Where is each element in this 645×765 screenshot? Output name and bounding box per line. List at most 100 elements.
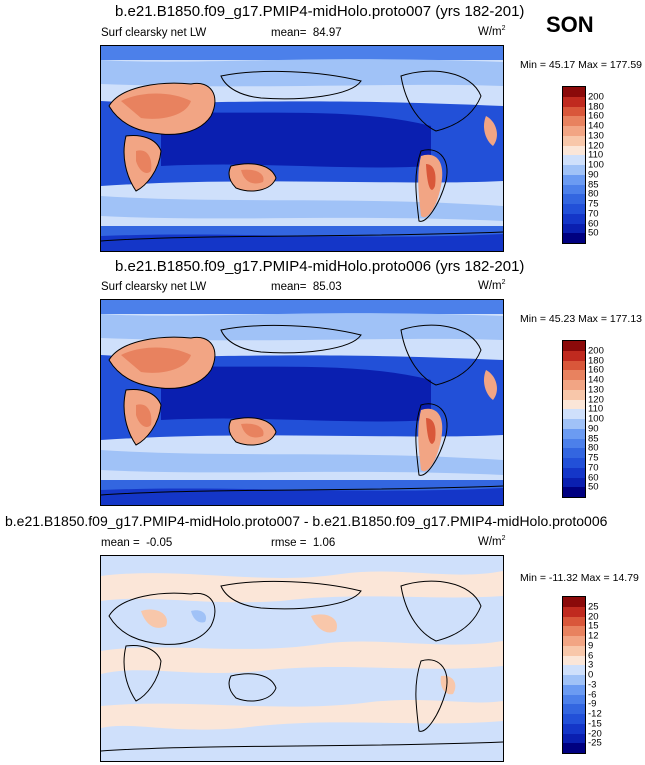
panel2-colorbar-cell: [563, 458, 585, 468]
panel3-units: W/m2: [478, 535, 506, 548]
panel3-colorbar-label: -20: [588, 728, 602, 739]
panel1-colorbar-cell: [563, 185, 585, 195]
panel2-colorbar-label: 140: [588, 375, 604, 386]
panel2-units: W/m2: [478, 279, 506, 292]
panel3-colorbar-label: -12: [588, 709, 602, 720]
panel2-units-exp: 2: [502, 279, 506, 286]
panel1-units-text: W/m: [478, 26, 502, 38]
panel2-colorbar-label: 90: [588, 423, 599, 434]
panel2-title: b.e21.B1850.f09_g17.PMIP4-midHolo.proto0…: [115, 258, 524, 275]
season-label: SON: [546, 12, 594, 38]
panel1-colorbar-label: 140: [588, 121, 604, 132]
panel3-title: b.e21.B1850.f09_g17.PMIP4-midHolo.proto0…: [5, 513, 607, 529]
panel3-units-exp: 2: [502, 535, 506, 542]
panel2-colorbar-cell: [563, 419, 585, 429]
panel2-colorbar-label: 70: [588, 462, 599, 473]
panel1-colorbar-label: 110: [588, 150, 603, 161]
panel1-colorbar-cell: [563, 165, 585, 175]
panel1-colorbar-cell: [563, 136, 585, 146]
panel3-colorbar-label: 0: [588, 670, 593, 681]
panel2-colorbar-label: 160: [588, 365, 604, 376]
panel3-colorbar-label: -9: [588, 699, 596, 710]
panel3-colorbar-cell: [563, 724, 585, 734]
panel2-colorbar-label: 110: [588, 404, 603, 415]
panel2-mean-label: mean=: [271, 281, 306, 293]
panel1-colorbar-cell: [563, 194, 585, 204]
panel1-colorbar-cell: [563, 126, 585, 136]
panel2-colorbar-cell: [563, 341, 585, 351]
panel2-colorbar-label: 200: [588, 345, 604, 356]
panel2-colorbar: [562, 340, 586, 498]
panel1-colorbar-label: 160: [588, 111, 604, 122]
panel3-colorbar-cell: [563, 597, 585, 607]
panel3-colorbar-label: 6: [588, 650, 593, 661]
panel2-colorbar-label: 75: [588, 453, 599, 464]
panel2-map-svg: [101, 300, 503, 505]
panel3-minmax: Min = -11.32 Max = 14.79: [520, 572, 639, 584]
panel1-colorbar-cell: [563, 97, 585, 107]
panel1-variable: Surf clearsky net LW: [101, 27, 206, 39]
panel3-colorbar-cell: [563, 704, 585, 714]
panel2-units-text: W/m: [478, 280, 502, 292]
panel1-colorbar-cell: [563, 233, 585, 243]
panel1-colorbar-cell: [563, 175, 585, 185]
panel1-mean-label: mean=: [271, 27, 306, 39]
panel3-colorbar-cell: [563, 675, 585, 685]
panel3-colorbar-cell: [563, 743, 585, 753]
panel1-map-svg: [101, 46, 503, 251]
panel2-colorbar-cell: [563, 409, 585, 419]
panel1-colorbar-label: 180: [588, 101, 604, 112]
panel1-colorbar-cell: [563, 116, 585, 126]
panel3-mean-value: -0.05: [146, 537, 172, 549]
panel1-colorbar: [562, 86, 586, 244]
panel2-colorbar-label: 80: [588, 443, 599, 454]
panel3-colorbar-cell: [563, 636, 585, 646]
panel1-colorbar-label: 130: [588, 130, 604, 141]
panel2-colorbar-cell: [563, 468, 585, 478]
panel2-map: [100, 299, 504, 506]
panel1-units-exp: 2: [502, 25, 506, 32]
panel3-colorbar-cell: [563, 665, 585, 675]
panel2-colorbar-label: 60: [588, 472, 599, 483]
panel1-colorbar-label: 75: [588, 199, 599, 210]
panel1-colorbar-label: 100: [588, 160, 604, 171]
panel1-colorbar-cell: [563, 224, 585, 234]
panel3-colorbar-cell: [563, 607, 585, 617]
panel3-colorbar-cell: [563, 685, 585, 695]
panel3-colorbar-label: 15: [588, 621, 599, 632]
panel2-mean-value: 85.03: [313, 281, 342, 293]
panel3-colorbar-label: 25: [588, 601, 599, 612]
panel2-colorbar-cell: [563, 361, 585, 371]
panel2-colorbar-label: 180: [588, 355, 604, 366]
panel1-mean-value: 84.97: [313, 27, 342, 39]
panel2-colorbar-label: 100: [588, 414, 604, 425]
panel3-colorbar-cell: [563, 695, 585, 705]
panel3-units-text: W/m: [478, 536, 502, 548]
panel1-minmax: Min = 45.17 Max = 177.59: [520, 59, 642, 71]
panel3-colorbar-label: 12: [588, 631, 599, 642]
panel3-colorbar-cell: [563, 646, 585, 656]
panel2-colorbar-cell: [563, 448, 585, 458]
panel1-colorbar-label: 60: [588, 218, 599, 229]
panel2-colorbar-cell: [563, 439, 585, 449]
panel1-mean: mean= 84.97: [271, 27, 342, 39]
panel1-colorbar-label: 70: [588, 208, 599, 219]
panel2-colorbar-cell: [563, 487, 585, 497]
panel1-units: W/m2: [478, 25, 506, 38]
panel2-mean: mean= 85.03: [271, 281, 342, 293]
panel3-colorbar-label: -25: [588, 738, 602, 749]
panel3-colorbar-cell: [563, 656, 585, 666]
panel2-colorbar-cell: [563, 380, 585, 390]
panel1-title: b.e21.B1850.f09_g17.PMIP4-midHolo.proto0…: [115, 3, 524, 20]
panel2-minmax: Min = 45.23 Max = 177.13: [520, 313, 642, 325]
panel1-colorbar-label: 200: [588, 91, 604, 102]
panel3-colorbar-cell: [563, 617, 585, 627]
panel2-colorbar-label: 85: [588, 433, 599, 444]
panel3-map-svg: [101, 556, 503, 761]
panel1-colorbar-cell: [563, 155, 585, 165]
panel3-colorbar-cell: [563, 714, 585, 724]
panel3-colorbar-label: -15: [588, 718, 602, 729]
panel1-colorbar-label: 85: [588, 179, 599, 190]
panel3-colorbar-label: 20: [588, 611, 599, 622]
panel3-colorbar-label: 9: [588, 640, 593, 651]
